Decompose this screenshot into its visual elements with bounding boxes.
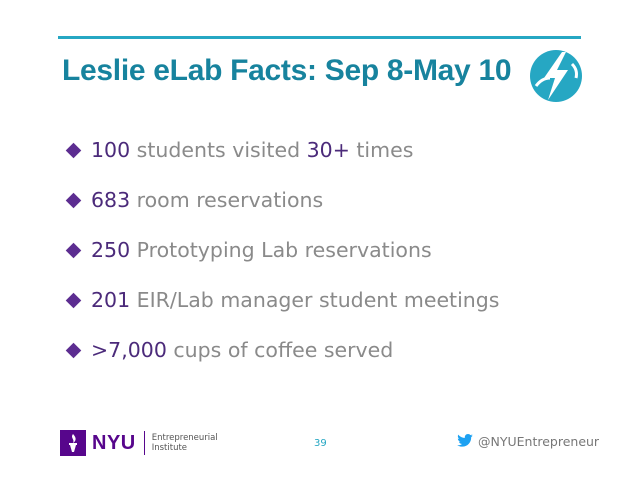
- top-divider: [58, 36, 581, 39]
- fact-list: 100 students visited 30+ times 683 room …: [65, 125, 500, 375]
- slide-title: Leslie eLab Facts: Sep 8-May 10: [62, 54, 512, 87]
- twitter-bird-icon: [457, 432, 473, 451]
- diamond-bullet-icon: [65, 342, 82, 358]
- fact-number: 30+: [306, 138, 350, 162]
- diamond-bullet-icon: [65, 142, 82, 158]
- fact-text: Prototyping Lab reservations: [130, 238, 432, 262]
- fact-item: 100 students visited 30+ times: [65, 125, 499, 175]
- fact-number: 683: [91, 188, 131, 212]
- diamond-bullet-icon: [65, 242, 82, 258]
- fact-number: 250: [91, 238, 131, 262]
- diamond-bullet-icon: [65, 192, 82, 208]
- fact-item: 201 EIR/Lab manager student meetings: [65, 275, 500, 325]
- logo-divider: [143, 431, 145, 455]
- lightning-torch-badge-icon: [528, 48, 584, 104]
- nyu-wordmark: NYU: [92, 431, 136, 454]
- page-number: 39: [314, 438, 327, 449]
- twitter-handle-group: @NYUEntrepreneur: [457, 432, 599, 451]
- nyu-torch-icon: [60, 430, 86, 456]
- institute-line-1: Entrepreneurial: [151, 433, 218, 443]
- fact-number: 201: [91, 288, 131, 312]
- fact-number: >7,000: [91, 338, 167, 362]
- fact-text: EIR/Lab manager student meetings: [130, 288, 500, 312]
- fact-item: 250 Prototyping Lab reservations: [65, 225, 499, 275]
- fact-item: >7,000 cups of coffee served: [65, 325, 499, 375]
- fact-text: cups of coffee served: [166, 338, 394, 362]
- fact-text: room reservations: [130, 188, 324, 212]
- fact-number: 100: [91, 138, 131, 162]
- diamond-bullet-icon: [65, 292, 82, 308]
- institute-name: Entrepreneurial Institute: [152, 433, 218, 453]
- twitter-handle[interactable]: @NYUEntrepreneur: [478, 434, 600, 449]
- fact-item: 683 room reservations: [65, 175, 499, 225]
- fact-text: times: [349, 138, 414, 162]
- fact-text: students visited: [130, 138, 307, 162]
- nyu-entrepreneurial-institute-logo: NYU Entrepreneurial Institute: [60, 430, 218, 456]
- institute-line-2: Institute: [151, 443, 188, 453]
